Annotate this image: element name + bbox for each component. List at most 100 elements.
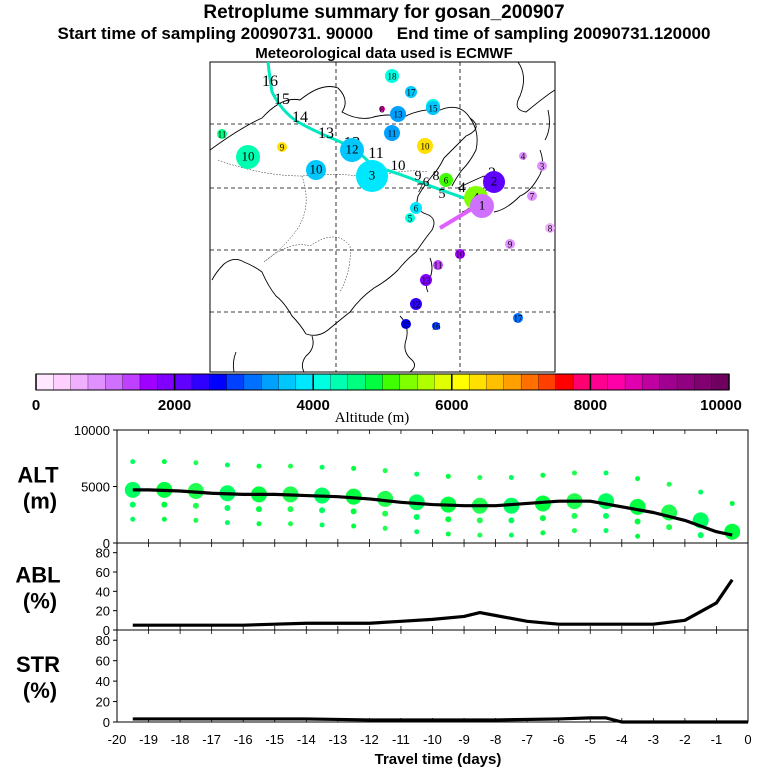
colorbar-swatch — [503, 373, 522, 391]
y-tick-label: 10000 — [74, 423, 110, 438]
particle-cluster — [236, 145, 260, 169]
particle-bubble — [414, 529, 420, 535]
start-time: Start time of sampling 20090731. 90000 — [57, 24, 374, 43]
particle-bubble — [351, 465, 357, 471]
particle-bubble — [224, 520, 230, 526]
particle-bubble — [634, 518, 641, 525]
particle-bubble — [540, 530, 546, 536]
particle-bubble — [129, 501, 136, 508]
trajectory-day-label: 8 — [433, 169, 440, 184]
particle-cluster — [385, 69, 399, 83]
x-tick-label: -11 — [392, 732, 410, 747]
colorbar-swatch — [382, 373, 401, 391]
particle-bubble — [697, 532, 704, 539]
y-tick-label: 40 — [96, 584, 110, 599]
particle-bubble — [477, 532, 483, 538]
meteo-data-note: Meteorological data used is ECMWF — [255, 45, 513, 62]
particle-cluster — [433, 260, 443, 270]
x-tick-label: -3 — [648, 732, 660, 747]
colorbar-swatch — [572, 373, 591, 391]
x-tick-label: -8 — [490, 732, 502, 747]
colorbar-swatch — [694, 373, 713, 391]
particle-bubble — [319, 464, 325, 470]
particle-cluster — [420, 274, 432, 286]
y-tick-label: 40 — [96, 674, 110, 689]
cluster-day-label: 10 — [421, 142, 431, 152]
particle-cluster — [277, 142, 287, 152]
y-tick-label: 0 — [103, 623, 110, 638]
sampling-times: Start time of sampling 20090731. 90000 E… — [0, 24, 768, 44]
particle-cluster — [483, 171, 505, 193]
particle-bubble — [603, 528, 609, 534]
colorbar-swatch — [607, 373, 626, 391]
colorbar-swatch — [105, 373, 124, 391]
colorbar-swatch — [295, 373, 314, 391]
particle-bubble — [288, 463, 294, 469]
particle-bubble — [287, 506, 294, 513]
cluster-day-label: 7 — [530, 192, 535, 202]
panel-label: ABL — [15, 563, 60, 588]
particle-bubble — [224, 504, 231, 511]
cluster-day-label: 10 — [242, 149, 255, 164]
x-tick-label: -13 — [328, 732, 347, 747]
particle-bubble — [445, 516, 452, 523]
particle-cluster — [401, 319, 411, 329]
colorbar-swatch — [434, 373, 453, 391]
particle-cluster — [545, 223, 555, 233]
particle-cluster — [379, 106, 385, 112]
colorbar-swatch — [139, 373, 158, 391]
particle-bubble — [445, 531, 451, 537]
colorbar-swatch — [642, 373, 661, 391]
y-tick-label: 0 — [103, 536, 110, 551]
y-tick-label: 20 — [96, 604, 110, 619]
x-tick-label: -2 — [679, 732, 691, 747]
x-tick-label: -16 — [234, 732, 253, 747]
particle-bubble — [571, 470, 577, 476]
colorbar-swatch — [624, 373, 643, 391]
particle-clusters: 1618171513811109111012103665421437981011… — [217, 69, 555, 332]
particle-bubble — [161, 459, 167, 465]
colorbar-tick-label: 10000 — [700, 397, 742, 414]
cluster-day-label: 11 — [388, 129, 397, 139]
end-time: End time of sampling 20090731.120000 — [396, 24, 711, 43]
x-tick-label: -7 — [521, 732, 533, 747]
particle-bubble — [571, 512, 578, 519]
colorbar-swatch — [278, 373, 297, 391]
particle-cluster — [306, 160, 326, 180]
particle-bubble — [351, 523, 357, 529]
particle-bubble — [729, 500, 735, 506]
trajectory-day-label: 11 — [368, 145, 383, 162]
particle-cluster — [410, 202, 422, 214]
cluster-day-label: 2 — [491, 174, 498, 189]
particle-bubble — [508, 474, 514, 480]
particle-bubble — [130, 459, 136, 465]
trajectory-day-label: 14 — [292, 109, 308, 126]
particle-bubble — [224, 462, 230, 468]
particle-cluster — [426, 101, 440, 115]
x-tick-label: -18 — [171, 732, 190, 747]
colorbar-swatch — [87, 373, 106, 391]
colorbar-swatch — [399, 373, 418, 391]
colorbar-swatch — [313, 373, 331, 391]
cluster-day-label: 11 — [434, 261, 443, 271]
particle-bubble — [724, 523, 741, 540]
panel-unit: (%) — [23, 589, 57, 614]
y-tick-label: 80 — [96, 546, 110, 561]
chart-title: Retroplume summary for gosan_200907 — [203, 2, 565, 23]
particle-cluster — [439, 173, 453, 187]
particle-bubble — [193, 460, 199, 466]
colorbar-tick-label: 4000 — [297, 397, 330, 414]
particle-bubble — [288, 521, 294, 527]
particle-bubble — [193, 517, 199, 523]
particle-cluster — [405, 213, 415, 223]
particle-cluster — [432, 322, 440, 330]
x-tick-label: -10 — [423, 732, 442, 747]
y-tick-label: 5000 — [81, 480, 110, 495]
particle-bubble — [161, 516, 167, 522]
colorbar-swatch — [226, 373, 245, 391]
panel-unit: (m) — [23, 489, 57, 514]
panel-label: STR — [16, 652, 60, 677]
particle-bubble — [256, 463, 262, 469]
colorbar-swatch — [416, 373, 435, 391]
cluster-day-label: 9 — [508, 240, 513, 250]
